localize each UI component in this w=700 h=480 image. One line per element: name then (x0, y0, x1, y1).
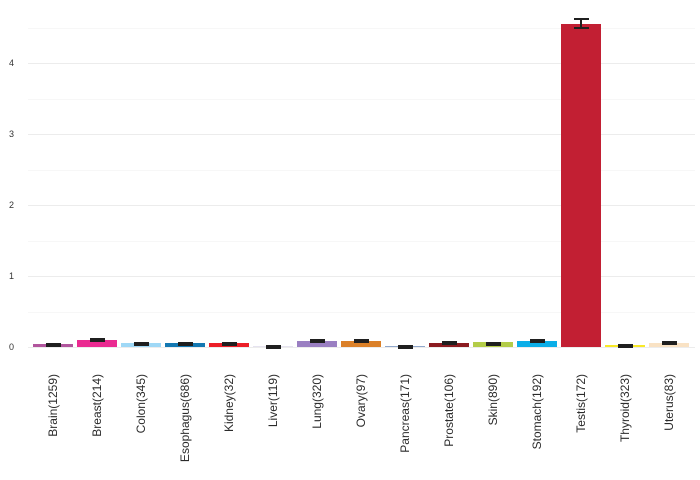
y-tick-label: 4 (8, 58, 14, 68)
error-bar (45, 343, 61, 347)
minor-gridline (28, 311, 695, 313)
minor-gridline (28, 169, 695, 171)
error-bar (221, 342, 237, 346)
x-tick-label: Uterus(83) (662, 374, 676, 431)
y-tick-label: 3 (8, 129, 14, 139)
error-bar (617, 344, 633, 348)
bar (429, 343, 469, 347)
error-bar (309, 339, 325, 343)
error-bar (529, 339, 545, 343)
bar (649, 343, 689, 347)
major-gridline (28, 134, 695, 135)
error-bar (133, 342, 149, 346)
x-tick-label: Pancreas(171) (398, 374, 412, 453)
x-tick-label: Skin(890) (486, 374, 500, 426)
bar (341, 341, 381, 347)
y-tick-label: 0 (8, 342, 14, 352)
major-gridline (28, 205, 695, 206)
x-tick-label: Colon(345) (134, 374, 148, 434)
bar (77, 340, 117, 347)
error-bar (573, 18, 589, 29)
y-tick-label: 1 (8, 271, 14, 281)
bar (297, 341, 337, 347)
error-bar-stem (580, 20, 582, 27)
minor-gridline (28, 240, 695, 242)
x-tick-label: Thyroid(323) (618, 374, 632, 443)
x-tick-label: Stomach(192) (530, 374, 544, 450)
error-bar (265, 345, 281, 349)
x-tick-label: Ovary(97) (354, 374, 368, 428)
error-bar (661, 341, 677, 345)
major-gridline (28, 347, 695, 348)
x-tick-label: Liver(119) (266, 374, 280, 428)
error-bar (485, 342, 501, 346)
error-bar (177, 342, 193, 346)
x-tick-label: Breast(214) (90, 374, 104, 437)
error-bar (441, 341, 457, 345)
x-tick-label: Kidney(32) (222, 374, 236, 433)
minor-gridline (28, 98, 695, 100)
x-tick-label: Esophagus(686) (178, 374, 192, 463)
error-bar (353, 339, 369, 343)
bar (561, 24, 601, 347)
x-tick-label: Brain(1259) (46, 374, 60, 437)
x-tick-label: Lung(320) (310, 374, 324, 429)
major-gridline (28, 63, 695, 64)
error-bar (397, 345, 413, 349)
major-gridline (28, 276, 695, 277)
bar (517, 341, 557, 347)
minor-gridline (28, 27, 695, 29)
error-bar (89, 338, 105, 342)
x-tick-label: Testis(172) (574, 374, 588, 433)
y-tick-label: 2 (8, 200, 14, 210)
x-tick-label: Prostate(106) (442, 374, 456, 447)
